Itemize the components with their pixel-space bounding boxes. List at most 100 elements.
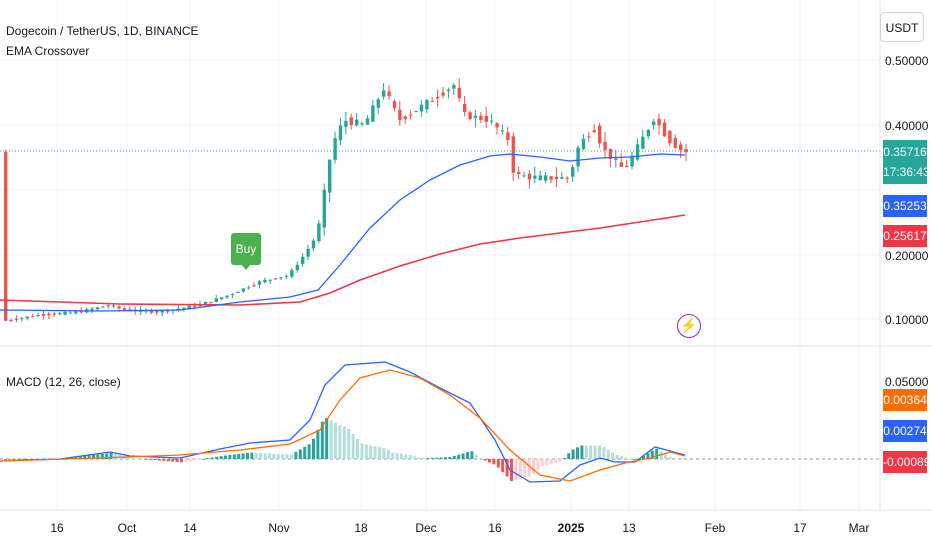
candle-body: [268, 279, 272, 281]
candle-body: [41, 314, 46, 316]
candle-body: [403, 116, 407, 120]
histogram-bar: [210, 457, 214, 459]
histogram-bar: [259, 453, 263, 459]
candle-body: [392, 101, 397, 109]
histogram-bar: [620, 456, 623, 459]
candle-body: [446, 89, 451, 92]
candle-body: [47, 313, 51, 316]
candle-body: [452, 85, 456, 89]
currency-button[interactable]: USDT: [880, 12, 924, 42]
indicator-label[interactable]: EMA Crossover: [6, 44, 90, 58]
candle-body: [668, 130, 672, 144]
candle-body: [263, 280, 267, 283]
price-candles: [4, 78, 688, 323]
histogram-bar: [404, 454, 408, 459]
current-price-value: 0.35716: [883, 145, 927, 159]
histogram-bar: [417, 457, 421, 459]
candle-body: [630, 155, 634, 167]
candle-body: [290, 270, 294, 277]
histogram-bar: [576, 447, 579, 459]
candle-countdown: 17:36:43: [883, 165, 930, 179]
histogram-bar: [514, 459, 518, 480]
histogram-bar: [26, 458, 29, 460]
histogram-bar: [518, 459, 522, 479]
price-axis-label: 0.40000: [885, 119, 929, 133]
histogram-bar: [136, 458, 139, 460]
symbol-title[interactable]: Dogecoin / TetherUS, 1D, BINANCE: [6, 24, 199, 38]
histogram-bar: [356, 438, 359, 459]
candle-body: [225, 295, 229, 298]
histogram-bar: [571, 449, 575, 459]
histogram-bar: [615, 455, 619, 459]
histogram-bar: [580, 445, 584, 459]
histogram-bar: [474, 454, 478, 459]
time-axis-label: Oct: [117, 521, 137, 535]
candle-body: [68, 312, 73, 314]
buy-signal[interactable]: Buy: [231, 233, 261, 270]
candle-body: [209, 301, 213, 303]
histogram-bar: [430, 457, 434, 459]
histogram-bar: [237, 453, 241, 459]
macd-label[interactable]: MACD (12, 26, close): [6, 375, 121, 389]
histogram-bar: [254, 452, 258, 459]
candle-body: [322, 189, 326, 228]
histogram-bar: [171, 459, 175, 462]
histogram-bar: [263, 453, 267, 459]
histogram-bar: [250, 452, 254, 459]
histogram-bar: [17, 458, 21, 460]
histogram-bar: [144, 459, 148, 460]
macd-axis-label: 0.05000: [885, 375, 929, 389]
histogram-bar: [316, 429, 320, 459]
candle-body: [160, 310, 164, 313]
histogram-bar: [611, 452, 615, 459]
price-axis-label: 0.10000: [885, 313, 929, 327]
histogram-bar: [391, 452, 395, 459]
lightning-icon[interactable]: ⚡: [677, 314, 701, 338]
candle-body: [581, 138, 586, 150]
candle-body: [20, 318, 24, 320]
candle-body: [457, 87, 461, 99]
candle-body: [376, 99, 380, 108]
candle-body: [419, 104, 424, 112]
time-axis-label: 2025: [557, 521, 585, 535]
histogram-bar: [294, 452, 298, 459]
histogram-bar: [360, 443, 364, 459]
histogram-bar: [602, 447, 606, 459]
histogram-bar: [127, 457, 131, 459]
candle-body: [31, 316, 35, 318]
buy-signal-arrow: [241, 264, 251, 270]
candle-body: [187, 305, 191, 309]
candle-body: [565, 177, 569, 179]
histogram-bar: [12, 458, 16, 460]
candle-body: [436, 96, 440, 99]
grid-lines: [0, 0, 880, 510]
histogram-bar: [373, 446, 377, 459]
candle-body: [63, 311, 67, 315]
candle-body: [484, 115, 488, 122]
time-axis-label: Nov: [268, 521, 290, 535]
candle-body: [252, 285, 256, 287]
histogram-bar: [285, 454, 289, 459]
candle-body: [311, 240, 316, 249]
candle-body: [112, 305, 116, 307]
candle-body: [560, 177, 564, 179]
histogram-bar: [4, 458, 7, 460]
histogram-bar: [100, 453, 104, 459]
candle-body: [166, 310, 170, 312]
histogram-bar: [188, 459, 192, 461]
candle-body: [317, 223, 321, 242]
candle-body: [409, 114, 413, 116]
histogram-bar: [307, 444, 311, 459]
histogram-bar: [545, 459, 549, 465]
histogram-bar: [87, 455, 91, 459]
candle-body: [193, 305, 197, 307]
candle-body: [274, 278, 278, 280]
histogram-bar: [74, 457, 78, 459]
candle-body: [544, 175, 548, 181]
candle-body: [673, 138, 677, 148]
candle-body: [149, 310, 154, 313]
histogram-bar: [241, 453, 245, 459]
histogram-bar: [400, 453, 403, 459]
candle-body: [538, 175, 542, 181]
